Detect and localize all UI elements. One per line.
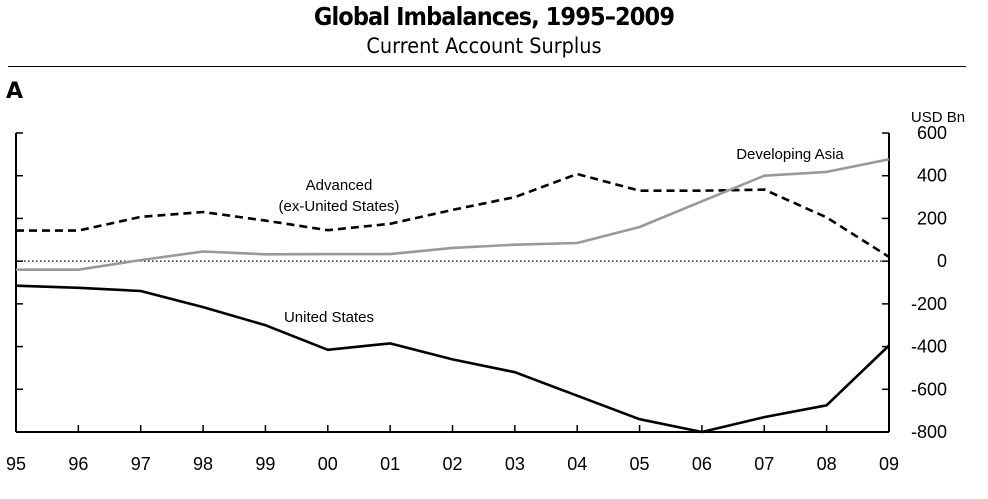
y-tick-label: 0 bbox=[937, 251, 947, 271]
x-axis: 95 96 97 98 99 00 01 02 03 04 05 06 07 08 09 bbox=[6, 425, 899, 474]
y-axis: 600 400 200 0 -200 -400 -600 -800 bbox=[16, 123, 947, 442]
series-line-advanced-ex-united-states bbox=[16, 172, 890, 258]
y-axis-unit-label: USD Bn bbox=[911, 109, 965, 126]
chart-subtitle: Current Account Surplus bbox=[366, 34, 602, 58]
x-tick-label: 04 bbox=[567, 454, 587, 474]
x-tick-label: 98 bbox=[193, 454, 213, 474]
x-tick-label: 97 bbox=[131, 454, 151, 474]
series-line-united-states bbox=[15, 284, 890, 434]
y-tick-label: 400 bbox=[917, 166, 947, 186]
series-annotations: Advanced (ex-United States) Developing Asi… bbox=[279, 146, 845, 326]
series-label: Advanced bbox=[306, 177, 373, 194]
x-tick-label: 00 bbox=[318, 454, 338, 474]
series-label: Developing Asia bbox=[736, 146, 844, 163]
x-tick-label: 03 bbox=[505, 454, 525, 474]
x-tick-label: 02 bbox=[442, 454, 462, 474]
y-tick-label: -600 bbox=[911, 379, 947, 399]
x-tick-label: 95 bbox=[6, 454, 26, 474]
series-label: United States bbox=[284, 309, 374, 326]
x-tick-label: 08 bbox=[817, 454, 837, 474]
x-tick-label: 06 bbox=[692, 454, 712, 474]
x-tick-label: 05 bbox=[630, 454, 650, 474]
series-lines bbox=[15, 158, 890, 434]
x-tick-label: 07 bbox=[754, 454, 774, 474]
y-tick-label: 600 bbox=[917, 123, 947, 143]
y-tick-label: -800 bbox=[911, 422, 947, 442]
panel-label: A bbox=[6, 79, 24, 104]
x-tick-label: 96 bbox=[68, 454, 88, 474]
y-tick-label: 200 bbox=[917, 208, 947, 228]
title-rule bbox=[8, 66, 966, 67]
x-tick-label: 99 bbox=[255, 454, 275, 474]
y-tick-label: -200 bbox=[911, 294, 947, 314]
series-line-developing-asia bbox=[16, 158, 890, 272]
series-label: (ex-United States) bbox=[279, 198, 400, 215]
y-tick-label: -400 bbox=[911, 337, 947, 357]
x-tick-label: 09 bbox=[879, 454, 899, 474]
x-tick-label: 01 bbox=[380, 454, 400, 474]
chart-title: Global Imbalances, 1995–2009 bbox=[313, 2, 675, 31]
